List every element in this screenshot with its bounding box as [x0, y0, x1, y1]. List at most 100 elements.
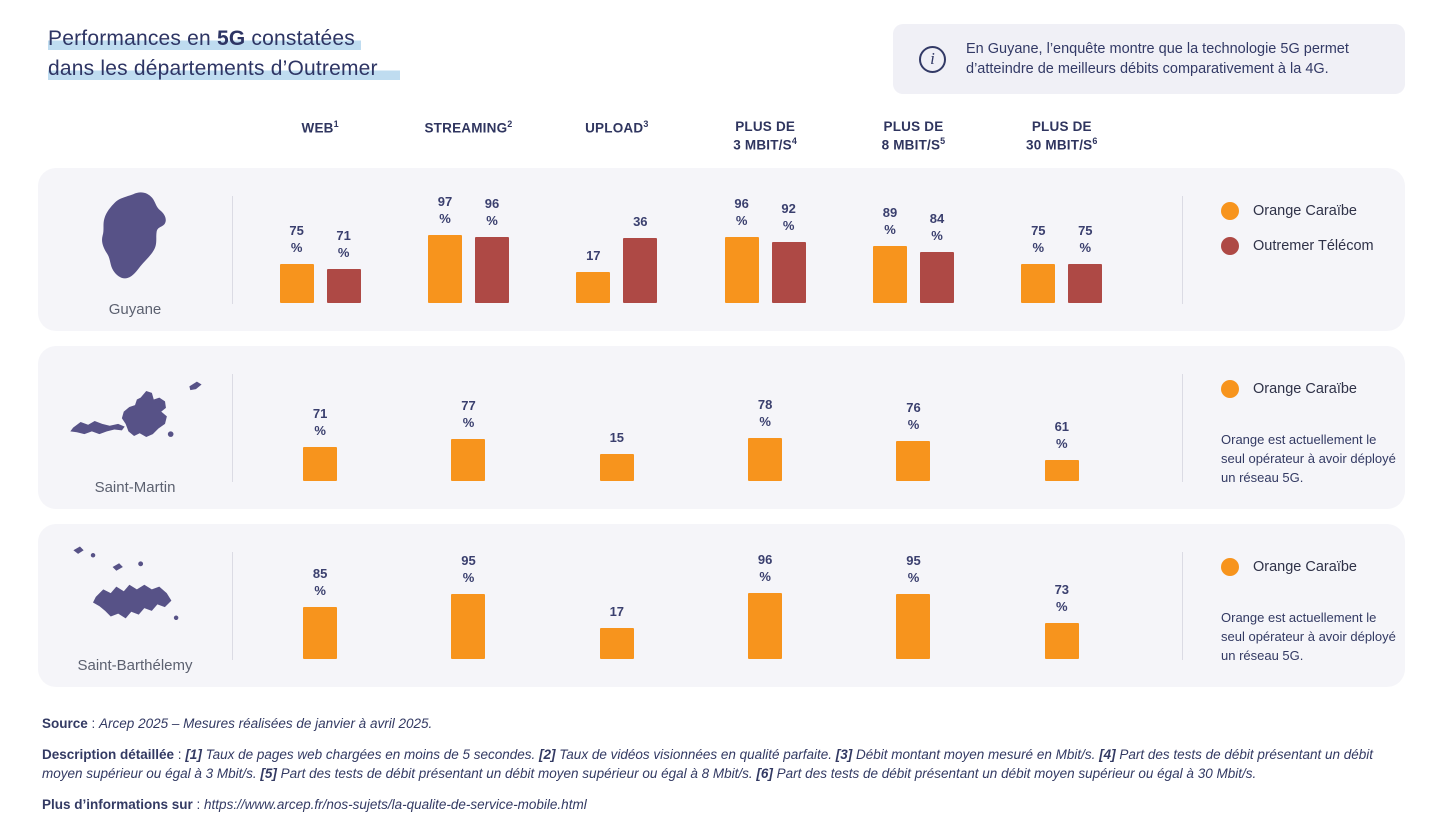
bar-group: 75%	[1021, 223, 1056, 303]
bar	[724, 237, 759, 303]
bar-value-label: 71%	[312, 406, 328, 439]
bar	[771, 242, 806, 303]
bar-value-label: 75%	[289, 223, 304, 256]
bar	[896, 594, 931, 659]
more-info-label: Plus d’informations sur	[42, 796, 193, 812]
legend: Orange Caraïbe Orange est actuellement le…	[1183, 524, 1405, 687]
source-text: Arcep 2025 – Mesures réalisées de janvie…	[99, 716, 433, 731]
bar-group: 97%	[427, 194, 462, 303]
bar-value-label: 75%	[1031, 223, 1046, 256]
more-info-link[interactable]: https://www.arcep.fr/nos-sujets/la-quali…	[204, 796, 587, 812]
bar	[599, 454, 634, 481]
bar-group: 73%	[1044, 582, 1079, 659]
bar	[748, 593, 783, 659]
description-label: Description détaillée	[42, 746, 175, 762]
metric-column-3: 17	[543, 524, 691, 687]
region-rows: Guyane 75% 71% 97% 96% 17 36 96% 92% 89% 84% 75% 75%…	[38, 168, 1405, 687]
region-cell-saintbarth: Saint-Barthélemy	[38, 524, 232, 687]
legend-note: Orange est actuellement le seul opérateu…	[1221, 432, 1396, 485]
saintbarth-map-icon	[73, 546, 179, 621]
bar	[896, 441, 931, 481]
legend-note: Orange est actuellement le seul opérateu…	[1221, 610, 1396, 663]
region-row-guyane: Guyane 75% 71% 97% 96% 17 36 96% 92% 89% 84% 75% 75%…	[38, 168, 1405, 331]
guyane-map-icon	[102, 192, 166, 279]
bar	[748, 438, 783, 481]
column-header-1: WEB1	[301, 118, 339, 136]
bar	[474, 237, 509, 303]
bar-value-label: 95%	[906, 553, 921, 586]
legend-dot	[1221, 237, 1239, 255]
bar	[451, 594, 486, 659]
metric-column-1: 75% 71%	[246, 168, 394, 331]
metric-column-5: 89% 84%	[839, 168, 987, 331]
metric-column-3: 15	[543, 346, 691, 509]
region-cell-guyane: Guyane	[38, 168, 232, 331]
bar-group: 89%	[872, 205, 907, 303]
legend-label: Outremer Télécom	[1253, 238, 1374, 254]
title-line-2: dans les départements d’Outremer	[48, 56, 400, 80]
bar-group: 95%	[451, 553, 486, 659]
info-icon: i	[919, 45, 946, 73]
bar	[326, 269, 361, 303]
title-5g-bold: 5G	[216, 27, 246, 50]
legend-entry: Outremer Télécom	[1221, 237, 1399, 255]
description-line: Description détaillée : [1] Taux de page…	[42, 746, 1374, 782]
bars-area: 75% 71% 97% 96% 17 36 96% 92% 89% 84% 75% 75%	[233, 168, 1182, 331]
divider-left	[232, 373, 233, 482]
footer: Source : Arcep 2025 – Mesures réalisées …	[42, 714, 1405, 814]
bar-group: 17	[576, 248, 611, 303]
bar-group: 15	[599, 430, 634, 481]
region-label: Guyane	[108, 301, 162, 318]
bar-value-label: 71%	[336, 228, 351, 261]
column-header-5: PLUS DE 8 MBIT/S5	[881, 118, 946, 153]
divider-left	[232, 195, 233, 304]
bar	[599, 628, 634, 659]
bar	[303, 607, 338, 659]
bar-value-label: 77%	[461, 398, 476, 431]
bar	[872, 246, 907, 303]
bar-group: 85%	[303, 566, 338, 659]
bar-value-label: 78%	[757, 397, 773, 430]
bar-value-label: 84%	[929, 211, 945, 244]
metric-column-5: 76%	[839, 346, 987, 509]
legend-label: Orange Caraïbe	[1253, 559, 1357, 575]
legend: Orange Caraïbe Orange est actuellement le…	[1183, 346, 1405, 509]
title-line-1: Performances en 5G constatées	[48, 27, 361, 50]
metric-column-3: 17 36	[543, 168, 691, 331]
metric-column-6: 75% 75%	[988, 168, 1136, 331]
bar-value-label: 76%	[906, 400, 921, 433]
bar-group: 75%	[1068, 223, 1103, 303]
info-box-text: En Guyane, l’enquête montre que la techn…	[966, 41, 1349, 77]
bar-value-label: 75%	[1078, 223, 1093, 256]
divider-left	[232, 551, 233, 660]
bar-value-label: 97%	[437, 194, 453, 227]
bar-group: 36	[623, 214, 658, 303]
legend-label: Orange Caraïbe	[1253, 381, 1357, 397]
legend-entry: Orange Caraïbe	[1221, 380, 1399, 398]
description-text: [1] Taux de pages web chargées en moins …	[42, 746, 1374, 782]
saintmartin-map-icon	[70, 381, 202, 437]
legend-dot	[1221, 380, 1239, 398]
bar-group: 92%	[771, 201, 806, 303]
region-row-saintmartin: Saint-Martin 71% 77% 15 78% 76% 61% Orange Cara…	[38, 346, 1405, 509]
region-label: Saint-Martin	[94, 479, 176, 496]
bar-value-label: 17	[586, 248, 601, 264]
bar-group: 96%	[474, 196, 509, 303]
more-info-line: Plus d’informations sur : https://www.ar…	[42, 796, 587, 812]
bar-value-label: 92%	[781, 201, 796, 234]
column-headers: WEB1 STREAMING2 UPLOAD3 PLUS DE 3 MBIT/S4 PLU…	[38, 114, 1405, 154]
bar-group: 95%	[896, 553, 931, 659]
metric-column-2: 97% 96%	[394, 168, 542, 331]
region-label: Saint-Barthélemy	[77, 657, 193, 674]
info-box: i En Guyane, l’enquête montre que la tec…	[893, 24, 1405, 94]
bar-group: 77%	[451, 398, 486, 481]
bar-value-label: 73%	[1054, 582, 1070, 615]
source-line: Source : Arcep 2025 – Mesures réalisées …	[42, 716, 433, 731]
metric-column-6: 73%	[988, 524, 1136, 687]
bar	[427, 235, 462, 303]
page-title: Performances en 5G constatées dans les d…	[48, 24, 400, 84]
bar-group: 76%	[896, 400, 931, 481]
divider-right	[1182, 551, 1183, 660]
bar	[576, 272, 611, 303]
column-header-3: UPLOAD3	[585, 118, 649, 136]
